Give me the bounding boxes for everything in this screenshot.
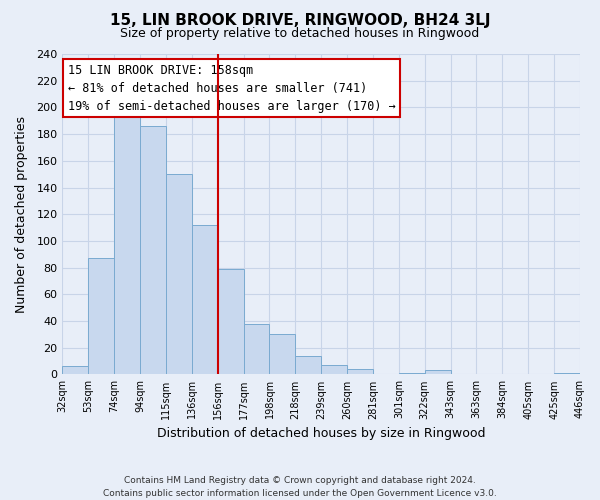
- Bar: [554, 373, 580, 374]
- Text: Size of property relative to detached houses in Ringwood: Size of property relative to detached ho…: [121, 28, 479, 40]
- Bar: [88, 258, 114, 374]
- Bar: [218, 269, 244, 374]
- Bar: [166, 174, 192, 374]
- Y-axis label: Number of detached properties: Number of detached properties: [15, 116, 28, 312]
- Bar: [347, 369, 373, 374]
- Bar: [114, 112, 140, 374]
- Bar: [62, 366, 88, 374]
- Bar: [425, 370, 451, 374]
- Bar: [399, 373, 425, 374]
- Text: 15 LIN BROOK DRIVE: 158sqm
← 81% of detached houses are smaller (741)
19% of sem: 15 LIN BROOK DRIVE: 158sqm ← 81% of deta…: [68, 64, 395, 112]
- Bar: [192, 225, 218, 374]
- X-axis label: Distribution of detached houses by size in Ringwood: Distribution of detached houses by size …: [157, 427, 485, 440]
- Bar: [244, 324, 269, 374]
- Text: Contains HM Land Registry data © Crown copyright and database right 2024.
Contai: Contains HM Land Registry data © Crown c…: [103, 476, 497, 498]
- Bar: [140, 126, 166, 374]
- Text: 15, LIN BROOK DRIVE, RINGWOOD, BH24 3LJ: 15, LIN BROOK DRIVE, RINGWOOD, BH24 3LJ: [110, 12, 490, 28]
- Bar: [269, 334, 295, 374]
- Bar: [321, 365, 347, 374]
- Bar: [295, 356, 321, 374]
